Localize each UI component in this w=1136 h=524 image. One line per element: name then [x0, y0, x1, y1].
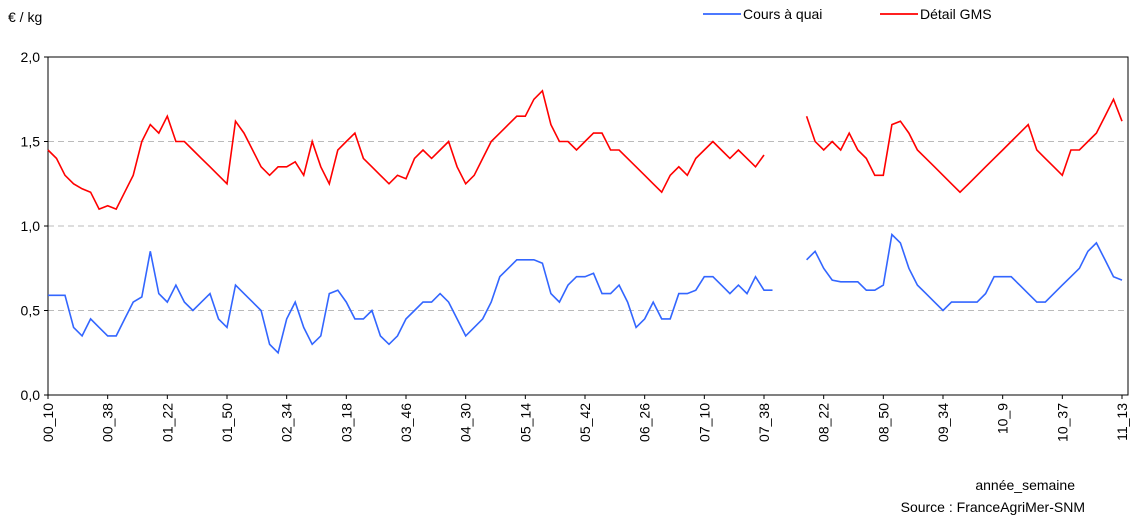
- x-tick-label: 02_34: [279, 403, 295, 442]
- x-tick-label: 06_26: [637, 403, 653, 442]
- x-tick-label: 00_10: [40, 403, 56, 442]
- x-tick-label: 03_46: [398, 403, 414, 442]
- x-tick-label: 08_22: [816, 403, 832, 442]
- x-tick-label: 01_22: [159, 403, 175, 442]
- y-axis-label: € / kg: [8, 9, 42, 25]
- x-tick-label: 07_10: [696, 403, 712, 442]
- x-tick-label: 05_42: [577, 403, 593, 442]
- x-tick-label: 04_30: [458, 403, 474, 442]
- x-tick-label: 10_9: [995, 403, 1011, 434]
- x-tick-label: 03_18: [338, 403, 354, 442]
- x-axis-label: année_semaine: [975, 477, 1075, 493]
- legend-label: Détail GMS: [920, 6, 992, 22]
- x-tick-label: 00_38: [100, 403, 116, 442]
- y-tick-label: 2,0: [21, 49, 41, 65]
- x-tick-label: 01_50: [219, 403, 235, 442]
- series-line: [48, 232, 1123, 355]
- y-tick-label: 1,0: [21, 218, 41, 234]
- series-line: [47, 89, 1123, 211]
- x-tick-label: 11_13: [1114, 403, 1130, 441]
- y-tick-label: 1,5: [21, 134, 41, 150]
- plot-frame: [47, 56, 1129, 396]
- x-tick-label: 08_50: [875, 403, 891, 442]
- x-tick-label: 09_34: [935, 403, 951, 442]
- source-note: Source : FranceAgriMer-SNM: [901, 499, 1085, 515]
- y-tick-label: 0,0: [21, 387, 41, 403]
- y-tick-label: 0,5: [21, 303, 41, 319]
- x-tick-label: 07_38: [756, 403, 772, 442]
- x-tick-label: 10_37: [1054, 403, 1070, 442]
- x-tick-label: 05_14: [517, 403, 533, 442]
- legend-label: Cours à quai: [743, 6, 822, 22]
